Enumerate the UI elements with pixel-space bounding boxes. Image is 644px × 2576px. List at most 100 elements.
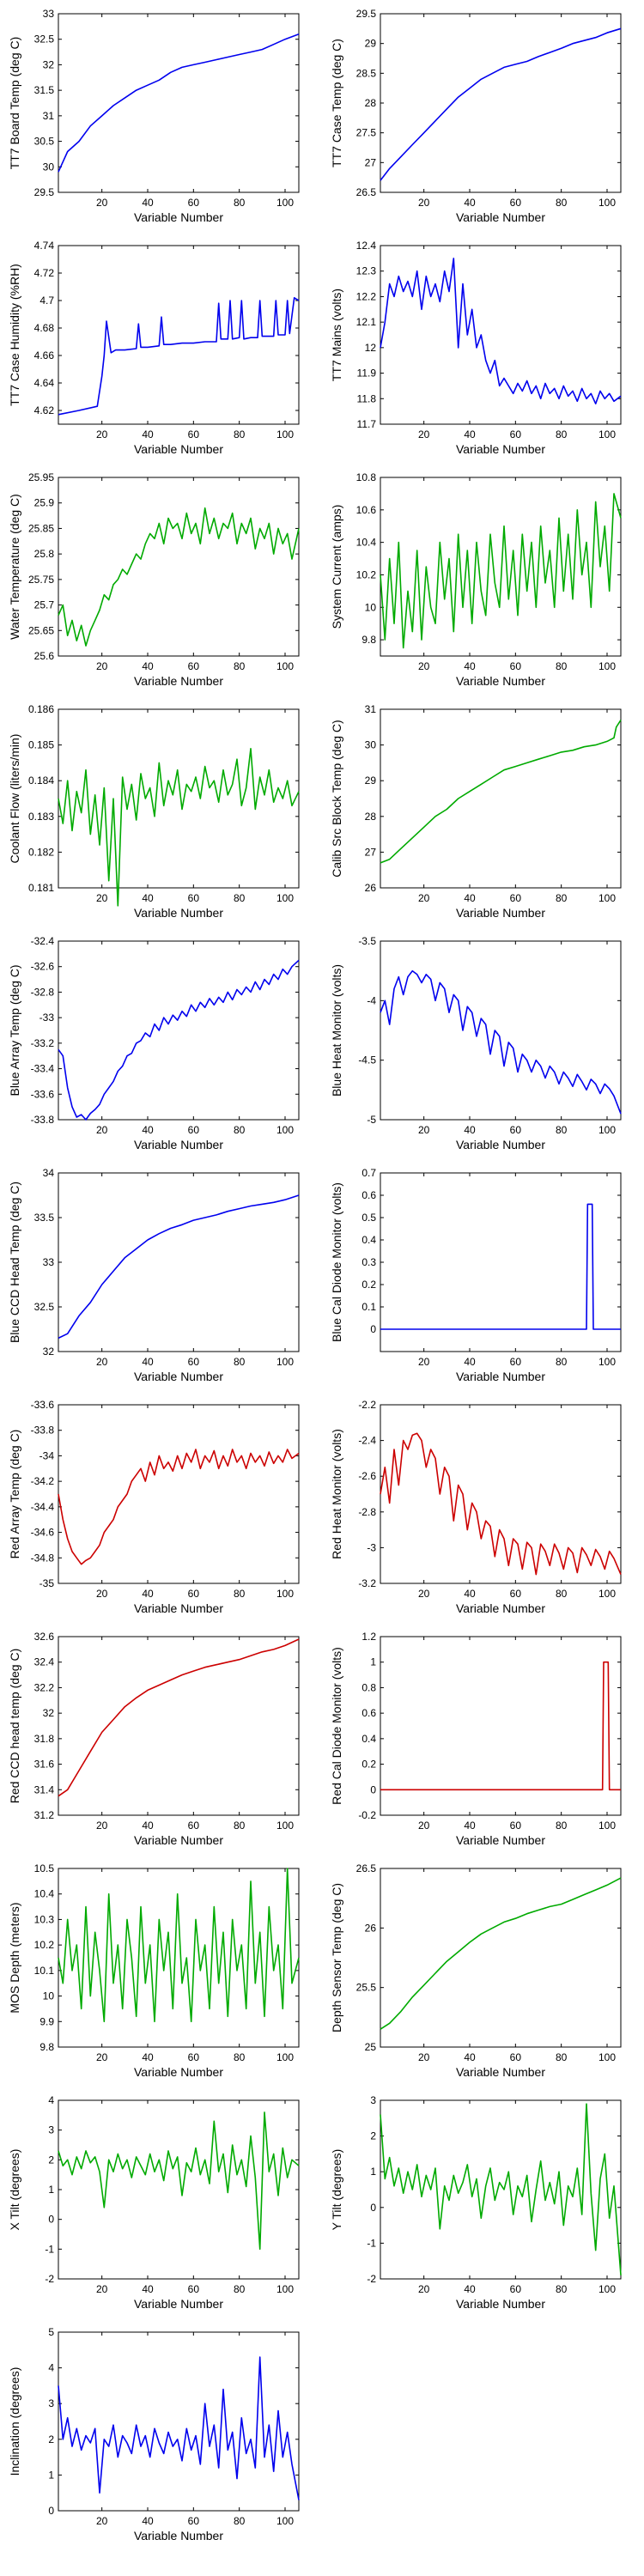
axes-frame [58, 708, 300, 889]
chart-panel-depth-sensor-temp: 25 25.5 26 26.5 20 40 60 80 100 Variable Number De… [322, 1858, 644, 2090]
y-tick-label: 31.2 [34, 1809, 55, 1821]
y-tick-label: -3 [367, 1541, 376, 1553]
x-tick-label: 60 [188, 2051, 200, 2063]
y-tick-label: 2 [48, 2154, 54, 2166]
axes-frame [380, 1636, 622, 1816]
chart-tt7-mains: 11.7 11.8 11.9 12 12.1 12.2 12.3 12.4 20 40 60 80 10… [330, 240, 622, 456]
x-tick-label: 40 [464, 892, 476, 904]
y-axis-label: Blue CCD Head Temp (deg C) [8, 1182, 21, 1343]
x-tick-label: 20 [96, 1588, 108, 1600]
chart-panel-mos-depth: 9.8 9.9 10 10.1 10.2 10.3 10.4 10.5 20 40 60 80 100 V… [0, 1858, 322, 2090]
x-tick-label: 80 [234, 1588, 246, 1600]
chart-panel-red-cal-diode-monitor: -0.2 0 0.2 0.4 0.6 0.8 1 1.2 20 40 60 80 100 Variable… [322, 1626, 644, 1858]
x-tick-label: 20 [418, 892, 430, 904]
x-tick-label: 20 [96, 197, 108, 209]
y-tick-label: -33.8 [31, 1114, 55, 1126]
x-axis-label: Variable Number [456, 674, 545, 688]
y-tick-label: -32.8 [31, 986, 55, 998]
axes-frame [58, 1636, 300, 1816]
chart-red-array-temp: -35 -34.8 -34.6 -34.4 -34.2 -34 -33.8 -33.6 20 40… [8, 1399, 300, 1615]
chart-panel-system-current: 9.8 10 10.2 10.4 10.6 10.8 20 40 60 80 100 Variable… [322, 467, 644, 699]
y-tick-label: 0 [48, 2214, 54, 2226]
x-tick-label: 80 [234, 2051, 246, 2063]
chart-panel-calib-src-block-temp: 26 27 28 29 30 31 20 40 60 80 100 Variable Number Ca… [322, 699, 644, 931]
y-tick-label: 4.68 [34, 322, 55, 334]
y-axis-label: Calib Src Block Temp (deg C) [330, 720, 343, 877]
x-tick-label: 100 [276, 2515, 294, 2527]
x-tick-label: 80 [556, 2283, 568, 2295]
y-tick-label: 4.74 [34, 240, 55, 252]
x-tick-label: 80 [234, 197, 246, 209]
axes-frame [380, 13, 622, 193]
chart-tt7-board-temp: 29.5 30 30.5 31 31.5 32 32.5 33 20 40 60 80 100 Varia… [8, 8, 300, 224]
y-tick-label: -1 [367, 2237, 376, 2249]
chart-water-temperature: 25.6 25.65 25.7 25.75 25.8 25.85 25.9 25.95 20 40… [8, 471, 300, 688]
y-tick-label: 29 [365, 38, 377, 50]
y-tick-label: 32 [43, 1707, 55, 1719]
y-tick-label: 27 [365, 156, 377, 168]
y-tick-label: -33.8 [31, 1425, 55, 1437]
axes-frame [58, 2099, 300, 2280]
y-tick-label: 10.4 [356, 537, 377, 549]
y-tick-label: 1 [370, 2166, 376, 2178]
y-tick-label: 25 [365, 2041, 377, 2053]
y-tick-label: 32 [43, 1346, 55, 1358]
axes-frame [58, 1868, 300, 2048]
y-tick-label: 25.95 [28, 471, 54, 483]
x-tick-label: 100 [276, 660, 294, 672]
x-tick-label: 100 [276, 1820, 294, 1832]
y-tick-label: 0 [370, 1323, 376, 1335]
axes-frame [58, 1404, 300, 1584]
y-axis-label: TT7 Board Temp (deg C) [8, 37, 21, 170]
y-tick-label: 32.4 [34, 1656, 55, 1668]
y-tick-label: 0.185 [28, 739, 54, 751]
x-tick-label: 60 [510, 1820, 522, 1832]
chart-tt7-case-humidity: 4.62 4.64 4.66 4.68 4.7 4.72 4.74 20 40 60 80 100 Va… [8, 240, 300, 456]
series-line-coolant-flow [58, 747, 300, 907]
y-tick-label: 0.4 [361, 1733, 376, 1745]
x-tick-label: 100 [598, 2051, 616, 2063]
series-line-x-tilt [58, 2111, 300, 2251]
y-tick-label: -2.2 [358, 1399, 376, 1411]
x-tick-label: 40 [142, 660, 154, 672]
x-tick-label: 80 [234, 660, 246, 672]
y-tick-label: 4.66 [34, 349, 55, 361]
y-tick-label: 10.8 [356, 471, 377, 483]
x-tick-label: 60 [188, 1356, 200, 1368]
chart-depth-sensor-temp: 25 25.5 26 26.5 20 40 60 80 100 Variable Number De… [330, 1862, 622, 2079]
x-tick-label: 40 [464, 1820, 476, 1832]
y-tick-label: 10.4 [34, 1888, 55, 1900]
series-line-depth-sensor-temp [380, 1877, 622, 2030]
x-tick-label: 20 [96, 1356, 108, 1368]
x-tick-label: 20 [96, 428, 108, 440]
x-tick-label: 20 [418, 1124, 430, 1136]
x-tick-label: 60 [510, 1588, 522, 1600]
x-tick-label: 80 [556, 197, 568, 209]
y-axis-label: Inclination (degrees) [8, 2367, 21, 2476]
axes-frame [380, 1404, 622, 1584]
axes-frame [58, 940, 300, 1121]
x-axis-label: Variable Number [134, 1370, 223, 1383]
y-tick-label: 0.1 [361, 1301, 376, 1313]
y-tick-label: 0.186 [28, 703, 54, 715]
y-tick-label: 4 [48, 2094, 54, 2106]
y-tick-label: 31.4 [34, 1783, 55, 1795]
x-tick-label: 60 [510, 1356, 522, 1368]
y-tick-label: -34 [39, 1449, 55, 1461]
y-tick-label: 10.1 [34, 1965, 55, 1977]
series-line-tt7-case-temp [380, 27, 622, 181]
y-tick-label: 27 [365, 846, 377, 858]
y-tick-label: 10.6 [356, 504, 377, 516]
x-axis-label: Variable Number [456, 906, 545, 920]
y-axis-label: Red Heat Monitor (volts) [330, 1429, 343, 1559]
y-tick-label: -33.6 [31, 1399, 55, 1411]
chart-red-cal-diode-monitor: -0.2 0 0.2 0.4 0.6 0.8 1 1.2 20 40 60 80 100 Variable… [330, 1631, 622, 1847]
y-tick-label: 0.3 [361, 1256, 376, 1268]
chart-blue-heat-monitor: -5 -4.5 -4 -3.5 20 40 60 80 100 Variable Number Bl… [330, 935, 622, 1151]
y-tick-label: 27.5 [356, 127, 377, 139]
x-tick-label: 80 [234, 2515, 246, 2527]
y-tick-label: 25.6 [34, 650, 55, 662]
x-tick-label: 100 [598, 1356, 616, 1368]
y-tick-label: 29 [365, 775, 377, 787]
chart-panel-tt7-case-temp: 26.5 27 27.5 28 28.5 29 29.5 20 40 60 80 100 Variabl… [322, 3, 644, 235]
